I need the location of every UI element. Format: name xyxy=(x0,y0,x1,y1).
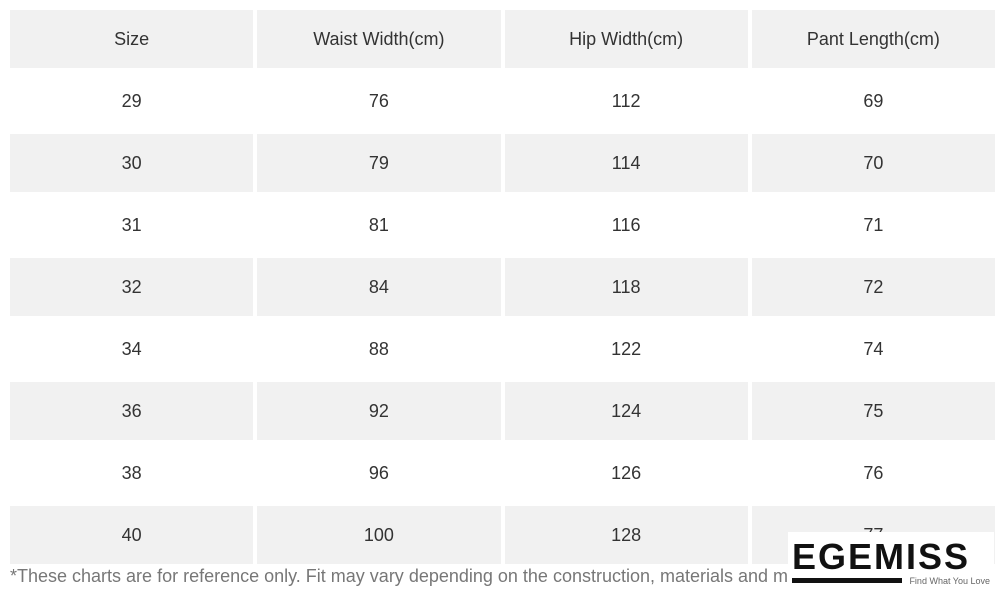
table-cell: 84 xyxy=(257,258,501,316)
table-cell: 96 xyxy=(368,462,389,483)
header-cell: Pant Length(cm) xyxy=(751,10,995,68)
table-cell: 79 xyxy=(257,134,501,192)
table-cell: 31 xyxy=(121,214,142,235)
logo: EGEMISS Find What You Love xyxy=(788,532,994,592)
tagline: Find What You Love xyxy=(909,576,990,586)
table-cell: 88 xyxy=(368,338,389,359)
table-cell: 74 xyxy=(863,338,884,359)
table-cell: 118 xyxy=(504,258,748,316)
table-cell: 70 xyxy=(751,134,995,192)
table-cell: 30 xyxy=(10,134,254,192)
table-cell: 112 xyxy=(611,90,641,111)
table-cell: 40 xyxy=(10,506,254,564)
table-cell: 126 xyxy=(611,462,642,483)
table-cell: 29 xyxy=(121,90,142,111)
footnote: *These charts are for reference only. Fi… xyxy=(10,566,880,586)
table-cell: 32 xyxy=(10,258,254,316)
table-cell: 76 xyxy=(368,90,389,111)
table-cell: 34 xyxy=(121,338,142,359)
table-cell: 81 xyxy=(368,214,389,235)
table-cell: 71 xyxy=(863,214,884,235)
table-cell: 75 xyxy=(751,382,995,440)
table-cell: 92 xyxy=(257,382,501,440)
table-cell: 122 xyxy=(611,338,642,359)
table-cell: 114 xyxy=(504,134,748,192)
table-cell: 128 xyxy=(504,506,748,564)
table-cell: 116 xyxy=(611,214,641,235)
table-cell: 38 xyxy=(121,462,142,483)
table-cell: 36 xyxy=(10,382,254,440)
header-cell: Waist Width(cm) xyxy=(257,10,501,68)
table-cell: 124 xyxy=(504,382,748,440)
header-cell: Hip Width(cm) xyxy=(504,10,748,68)
table-cell: 100 xyxy=(257,506,501,564)
table-cell: 69 xyxy=(863,90,884,111)
logo-bar xyxy=(792,578,902,583)
size-table: Size Waist Width(cm) Hip Width(cm) Pant Len… xyxy=(10,10,995,568)
header-cell: Size xyxy=(10,10,254,68)
table-cell: 72 xyxy=(751,258,995,316)
table-cell: 76 xyxy=(863,462,884,483)
brand-name: EGEMISS xyxy=(792,536,971,577)
